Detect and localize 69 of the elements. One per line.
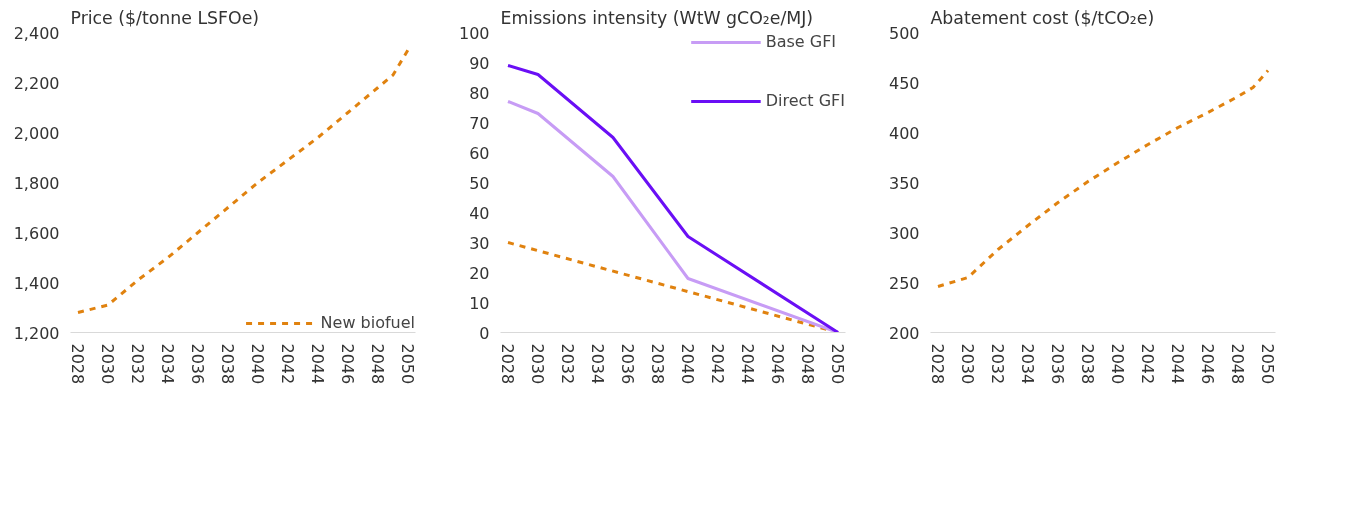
x-tick-label: 2034 [1018, 343, 1037, 385]
x-tick-label: 2034 [588, 343, 607, 385]
line-series [936, 69, 1270, 288]
x-tick-label: 2030 [98, 343, 117, 385]
x-tick-label: 2050 [1258, 343, 1277, 385]
x-tick-label: 2040 [248, 343, 267, 385]
y-tick-label: 2,400 [13, 23, 60, 43]
y-tick-label: 60 [469, 143, 490, 163]
y-tick-label: 2,200 [13, 73, 60, 93]
y-tick-label: 400 [888, 123, 920, 143]
x-tick-label: 2038 [218, 343, 237, 385]
y-tick-label: 1,600 [13, 223, 60, 243]
x-tick-label: 2034 [158, 343, 177, 385]
x-tick-label: 2050 [398, 343, 417, 385]
y-tick-label: 20 [469, 263, 490, 283]
y-tick-label: 90 [469, 53, 490, 73]
y-axis-title: Emissions intensity (WtW gCO₂e/MJ) [500, 7, 814, 28]
x-tick-label: 2038 [1078, 343, 1097, 385]
x-tick-label: 2032 [558, 343, 577, 385]
y-tick-label: 1,200 [13, 323, 60, 343]
x-tick-label: 2036 [1048, 343, 1067, 385]
x-tick-label: 2048 [798, 343, 817, 385]
y-tick-label: 50 [469, 173, 490, 193]
y-tick-label: 1,800 [13, 173, 60, 193]
y-tick-label: 250 [888, 273, 920, 293]
x-tick-label: 2036 [188, 343, 207, 385]
y-tick-label: 80 [469, 83, 490, 103]
x-tick-label: 2046 [1198, 343, 1217, 385]
y-tick-label: 0 [479, 323, 490, 343]
y-tick-label: 2,000 [13, 123, 60, 143]
x-tick-label: 2042 [708, 343, 727, 385]
legend-label: Direct GFI [765, 91, 845, 110]
x-tick-label: 2038 [648, 343, 667, 385]
x-tick-label: 2028 [498, 343, 517, 385]
y-tick-label: 500 [888, 23, 920, 43]
x-tick-label: 2040 [1108, 343, 1127, 385]
x-tick-label: 2042 [1138, 343, 1157, 385]
x-tick-label: 2048 [368, 343, 387, 385]
legend-label: Base GFI [765, 32, 837, 51]
y-tick-label: 300 [888, 223, 920, 243]
x-tick-label: 2048 [1228, 343, 1247, 385]
x-tick-label: 2044 [308, 343, 327, 385]
y-tick-label: 1,400 [13, 273, 60, 293]
x-tick-label: 2042 [278, 343, 297, 385]
y-axis-title: Price ($/tonne LSFOe) [70, 7, 260, 28]
x-tick-label: 2046 [768, 343, 787, 385]
x-tick-label: 2036 [618, 343, 637, 385]
x-tick-label: 2032 [988, 343, 1007, 385]
x-tick-label: 2030 [528, 343, 547, 385]
y-tick-label: 450 [888, 73, 920, 93]
line-series [76, 48, 410, 314]
x-tick-label: 2028 [68, 343, 87, 385]
y-tick-label: 200 [888, 323, 920, 343]
legend-label: New biofuel [320, 313, 415, 332]
y-tick-label: 30 [469, 233, 490, 253]
y-tick-label: 10 [469, 293, 490, 313]
x-tick-label: 2044 [738, 343, 757, 385]
x-tick-label: 2032 [128, 343, 147, 385]
y-tick-label: 70 [469, 113, 490, 133]
y-tick-label: 40 [469, 203, 490, 223]
x-tick-label: 2028 [928, 343, 947, 385]
y-tick-label: 350 [888, 173, 920, 193]
x-tick-label: 2030 [958, 343, 977, 385]
x-tick-label: 2046 [338, 343, 357, 385]
x-tick-label: 2040 [678, 343, 697, 385]
x-tick-label: 2044 [1168, 343, 1187, 385]
x-tick-label: 2050 [828, 343, 847, 385]
y-tick-label: 100 [458, 23, 490, 43]
y-axis-title: Abatement cost ($/tCO₂e) [930, 7, 1155, 28]
